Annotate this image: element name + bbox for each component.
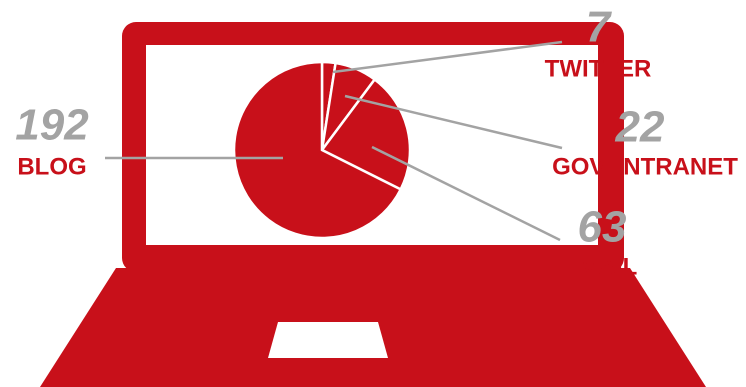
category-label: EMAIL (563, 253, 638, 280)
laptop-touchpad (268, 322, 388, 358)
category-label: GOV. INTRANET (552, 153, 738, 180)
category-label: BLOG (17, 153, 86, 180)
value-label: 63 (578, 203, 627, 252)
pie-slice (232, 60, 403, 240)
value-label: 22 (615, 103, 665, 152)
value-label: 192 (15, 101, 89, 150)
category-label: TWITTER (545, 55, 652, 82)
leader-line (344, 94, 563, 150)
leader-line (371, 145, 561, 242)
leader-line (332, 40, 563, 74)
value-label: 7 (586, 3, 613, 52)
